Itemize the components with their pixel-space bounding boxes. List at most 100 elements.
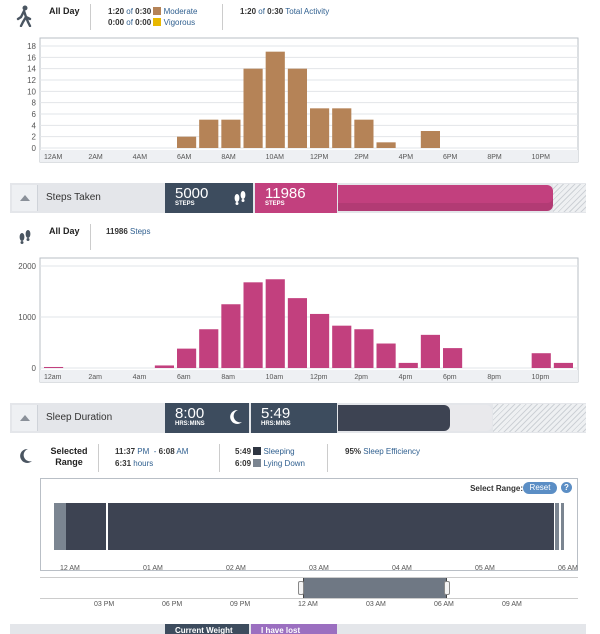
moderate-swatch <box>153 7 162 15</box>
moon-icon <box>19 448 33 469</box>
bar <box>221 119 241 148</box>
bar <box>553 362 573 368</box>
axis-label: 05 AM <box>475 565 495 572</box>
sleep-actual-tile: 5:49 HRS:MINS <box>251 403 337 433</box>
steps-goal-tile: 5000 STEPS <box>165 183 253 213</box>
steps-goal-value: 5000 <box>175 185 209 202</box>
x-tick-label: 6PM <box>443 154 458 161</box>
steps-goal-unit: STEPS <box>175 201 195 207</box>
activity-all-day-label: All Day <box>49 6 80 16</box>
reset-button[interactable]: Reset <box>523 482 557 494</box>
y-tick-label: 18 <box>27 42 36 51</box>
sleep-progress-fill <box>338 405 450 431</box>
sleep-end: 6:08 <box>158 447 175 456</box>
navigator-selection[interactable] <box>303 578 447 598</box>
steps-total-row: 11986 Steps <box>106 227 151 236</box>
bar <box>443 348 463 368</box>
sleep-duration: 6:31 hours <box>115 459 153 468</box>
help-icon[interactable]: ? <box>561 482 572 493</box>
steps-actual-unit: STEPS <box>265 201 285 207</box>
bar <box>154 365 174 368</box>
plot-area <box>39 37 579 163</box>
bar <box>398 362 418 368</box>
steps-progress-fill <box>338 185 553 211</box>
steps-all-day-label: All Day <box>49 226 80 236</box>
x-tick-label: 2AM <box>88 154 103 161</box>
sleep-start-ampm: PM <box>137 447 150 456</box>
y-tick-label: 4 <box>32 121 37 130</box>
bar <box>265 51 285 148</box>
axis-label: 09 AM <box>502 601 522 608</box>
range-dash: - <box>153 447 157 456</box>
x-tick-label: 2pm <box>354 374 368 381</box>
vigorous-row: 0:00 of 0:00 Vigorous <box>108 18 195 27</box>
y-tick-label: 10 <box>27 87 36 96</box>
bar <box>243 282 263 368</box>
plot-area <box>39 257 579 383</box>
vigorous-of: of <box>126 18 133 27</box>
divider <box>98 444 99 472</box>
y-tick-label: 8 <box>32 99 37 108</box>
bar <box>332 325 352 368</box>
activity-minutes-chart: 0 2 4 6 8 10 12 14 16 18 12AM 2AM 4AM 6AM 8AM 10AM 12PM 2… <box>27 37 579 163</box>
x-tick-label: 8AM <box>221 154 236 161</box>
y-tick-label: 14 <box>27 65 36 74</box>
x-tick-label: 10pm <box>532 374 550 381</box>
steps-actual-value: 11986 <box>265 185 306 202</box>
sleep-lying-segment <box>54 503 66 550</box>
x-tick-label: 2am <box>88 374 102 381</box>
divider <box>327 444 328 472</box>
bar <box>177 348 197 368</box>
sleep-goal-unit: HRS:MINS <box>175 421 205 427</box>
sleep-lying-segment <box>555 503 559 550</box>
steps-total-value: 11986 <box>106 227 128 236</box>
x-tick-label: 4pm <box>399 374 413 381</box>
steps-collapse-toggle[interactable] <box>12 185 38 211</box>
bar <box>265 279 285 368</box>
navigator-handle-left[interactable] <box>298 581 304 595</box>
bar <box>310 108 330 148</box>
bar <box>287 68 307 148</box>
y-tick-label: 2000 <box>18 262 36 271</box>
sleep-collapse-toggle[interactable] <box>12 405 38 431</box>
axis-label: 04 AM <box>392 565 412 572</box>
range-navigator[interactable] <box>40 577 578 599</box>
y-tick-label: 6 <box>32 110 37 119</box>
x-tick-label: 4am <box>133 374 147 381</box>
bar <box>243 68 263 148</box>
sleep-goal-tile: 8:00 HRS:MINS <box>165 403 249 433</box>
vigorous-swatch <box>153 18 162 26</box>
sleep-start: 11:37 <box>115 447 136 456</box>
bar <box>44 366 64 368</box>
y-tick-label: 12 <box>27 76 36 85</box>
moderate-row: 1:20 of 0:30 Moderate <box>108 7 197 16</box>
lying-value: 6:09 <box>235 459 252 468</box>
bar <box>420 334 440 368</box>
current-weight-label: Current Weight <box>175 626 233 634</box>
bar <box>287 298 307 368</box>
sleep-progress-track <box>338 405 492 431</box>
bar <box>199 329 219 368</box>
divider <box>219 444 220 472</box>
bar <box>354 329 374 368</box>
x-tick-label: 10PM <box>532 154 550 161</box>
vigorous-value: 0:00 <box>108 18 125 27</box>
current-weight-tile: Current Weight <box>165 624 249 634</box>
weight-lost-tile: I have lost <box>251 624 337 634</box>
steps-overflow-hatch <box>553 184 586 212</box>
sleep-duration-unit: hours <box>133 459 154 468</box>
bar <box>199 119 219 148</box>
total-value: 1:20 <box>240 7 257 16</box>
moderate-label: Moderate <box>163 7 198 16</box>
efficiency-label: Sleep Efficiency <box>363 447 421 456</box>
x-tick-label: 12AM <box>44 154 62 161</box>
total-of: of <box>258 7 265 16</box>
moderate-goal: 0:30 <box>135 7 152 16</box>
sleeping-swatch <box>253 447 262 455</box>
x-tick-label: 6AM <box>177 154 192 161</box>
bar <box>332 108 352 148</box>
total-label: Total Activity <box>285 7 330 16</box>
navigator-handle-right[interactable] <box>444 581 450 595</box>
bar <box>420 131 440 148</box>
x-tick-label: 12am <box>44 374 62 381</box>
